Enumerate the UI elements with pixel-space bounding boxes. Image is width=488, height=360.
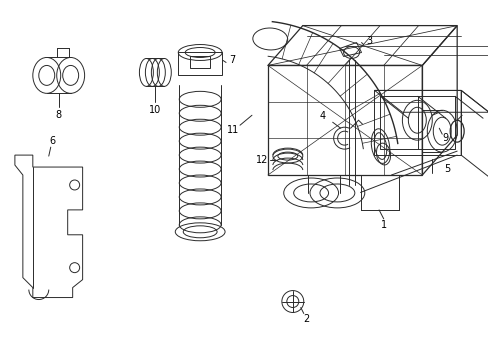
- Text: 10: 10: [149, 105, 161, 115]
- Text: 12: 12: [255, 155, 267, 165]
- Text: 8: 8: [56, 110, 61, 120]
- Text: 5: 5: [444, 164, 450, 174]
- Text: 2: 2: [303, 314, 309, 324]
- Text: 1: 1: [380, 220, 386, 230]
- Text: 3: 3: [366, 36, 372, 46]
- Text: 9: 9: [441, 133, 447, 143]
- Text: 7: 7: [228, 55, 235, 66]
- Text: 11: 11: [226, 125, 239, 135]
- Text: 4: 4: [319, 111, 325, 121]
- Text: 6: 6: [50, 136, 56, 146]
